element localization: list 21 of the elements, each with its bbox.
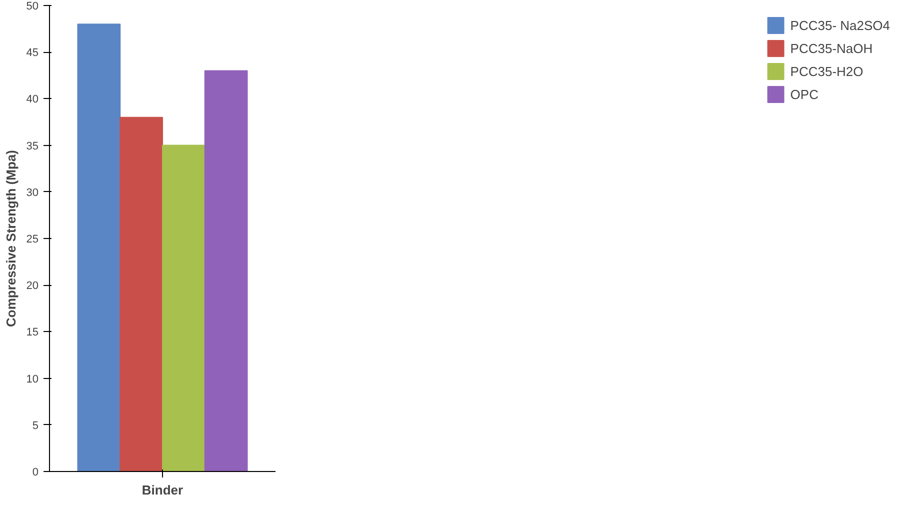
y-tick-label: 10 (26, 373, 39, 386)
legend-label: OPC (790, 86, 818, 102)
legend-label: PCC35-H2O (790, 64, 864, 78)
legend-label: PCC35- Na2SO4 (790, 18, 890, 32)
y-tick-label: 0 (32, 466, 39, 478)
y-tick-label: 25 (26, 234, 39, 246)
y-tick-label: 45 (26, 47, 39, 60)
y-tick-label: 50 (26, 0, 39, 12)
x-axis-title: Binder (142, 482, 184, 498)
y-tick-label: 20 (26, 280, 39, 292)
y-tick-label: 35 (26, 140, 39, 152)
y-tick-label: 15 (26, 326, 39, 339)
y-tick-label: 30 (26, 186, 39, 199)
bar (77, 24, 121, 472)
bar (120, 116, 163, 472)
legend-label: PCC35-NaOH (790, 40, 873, 56)
bar (204, 70, 248, 472)
y-tick-label: 40 (26, 94, 39, 106)
y-axis-title: Compressive Strength (Mpa) (3, 150, 18, 327)
y-tick-label: 5 (32, 420, 39, 432)
bar (162, 144, 206, 472)
